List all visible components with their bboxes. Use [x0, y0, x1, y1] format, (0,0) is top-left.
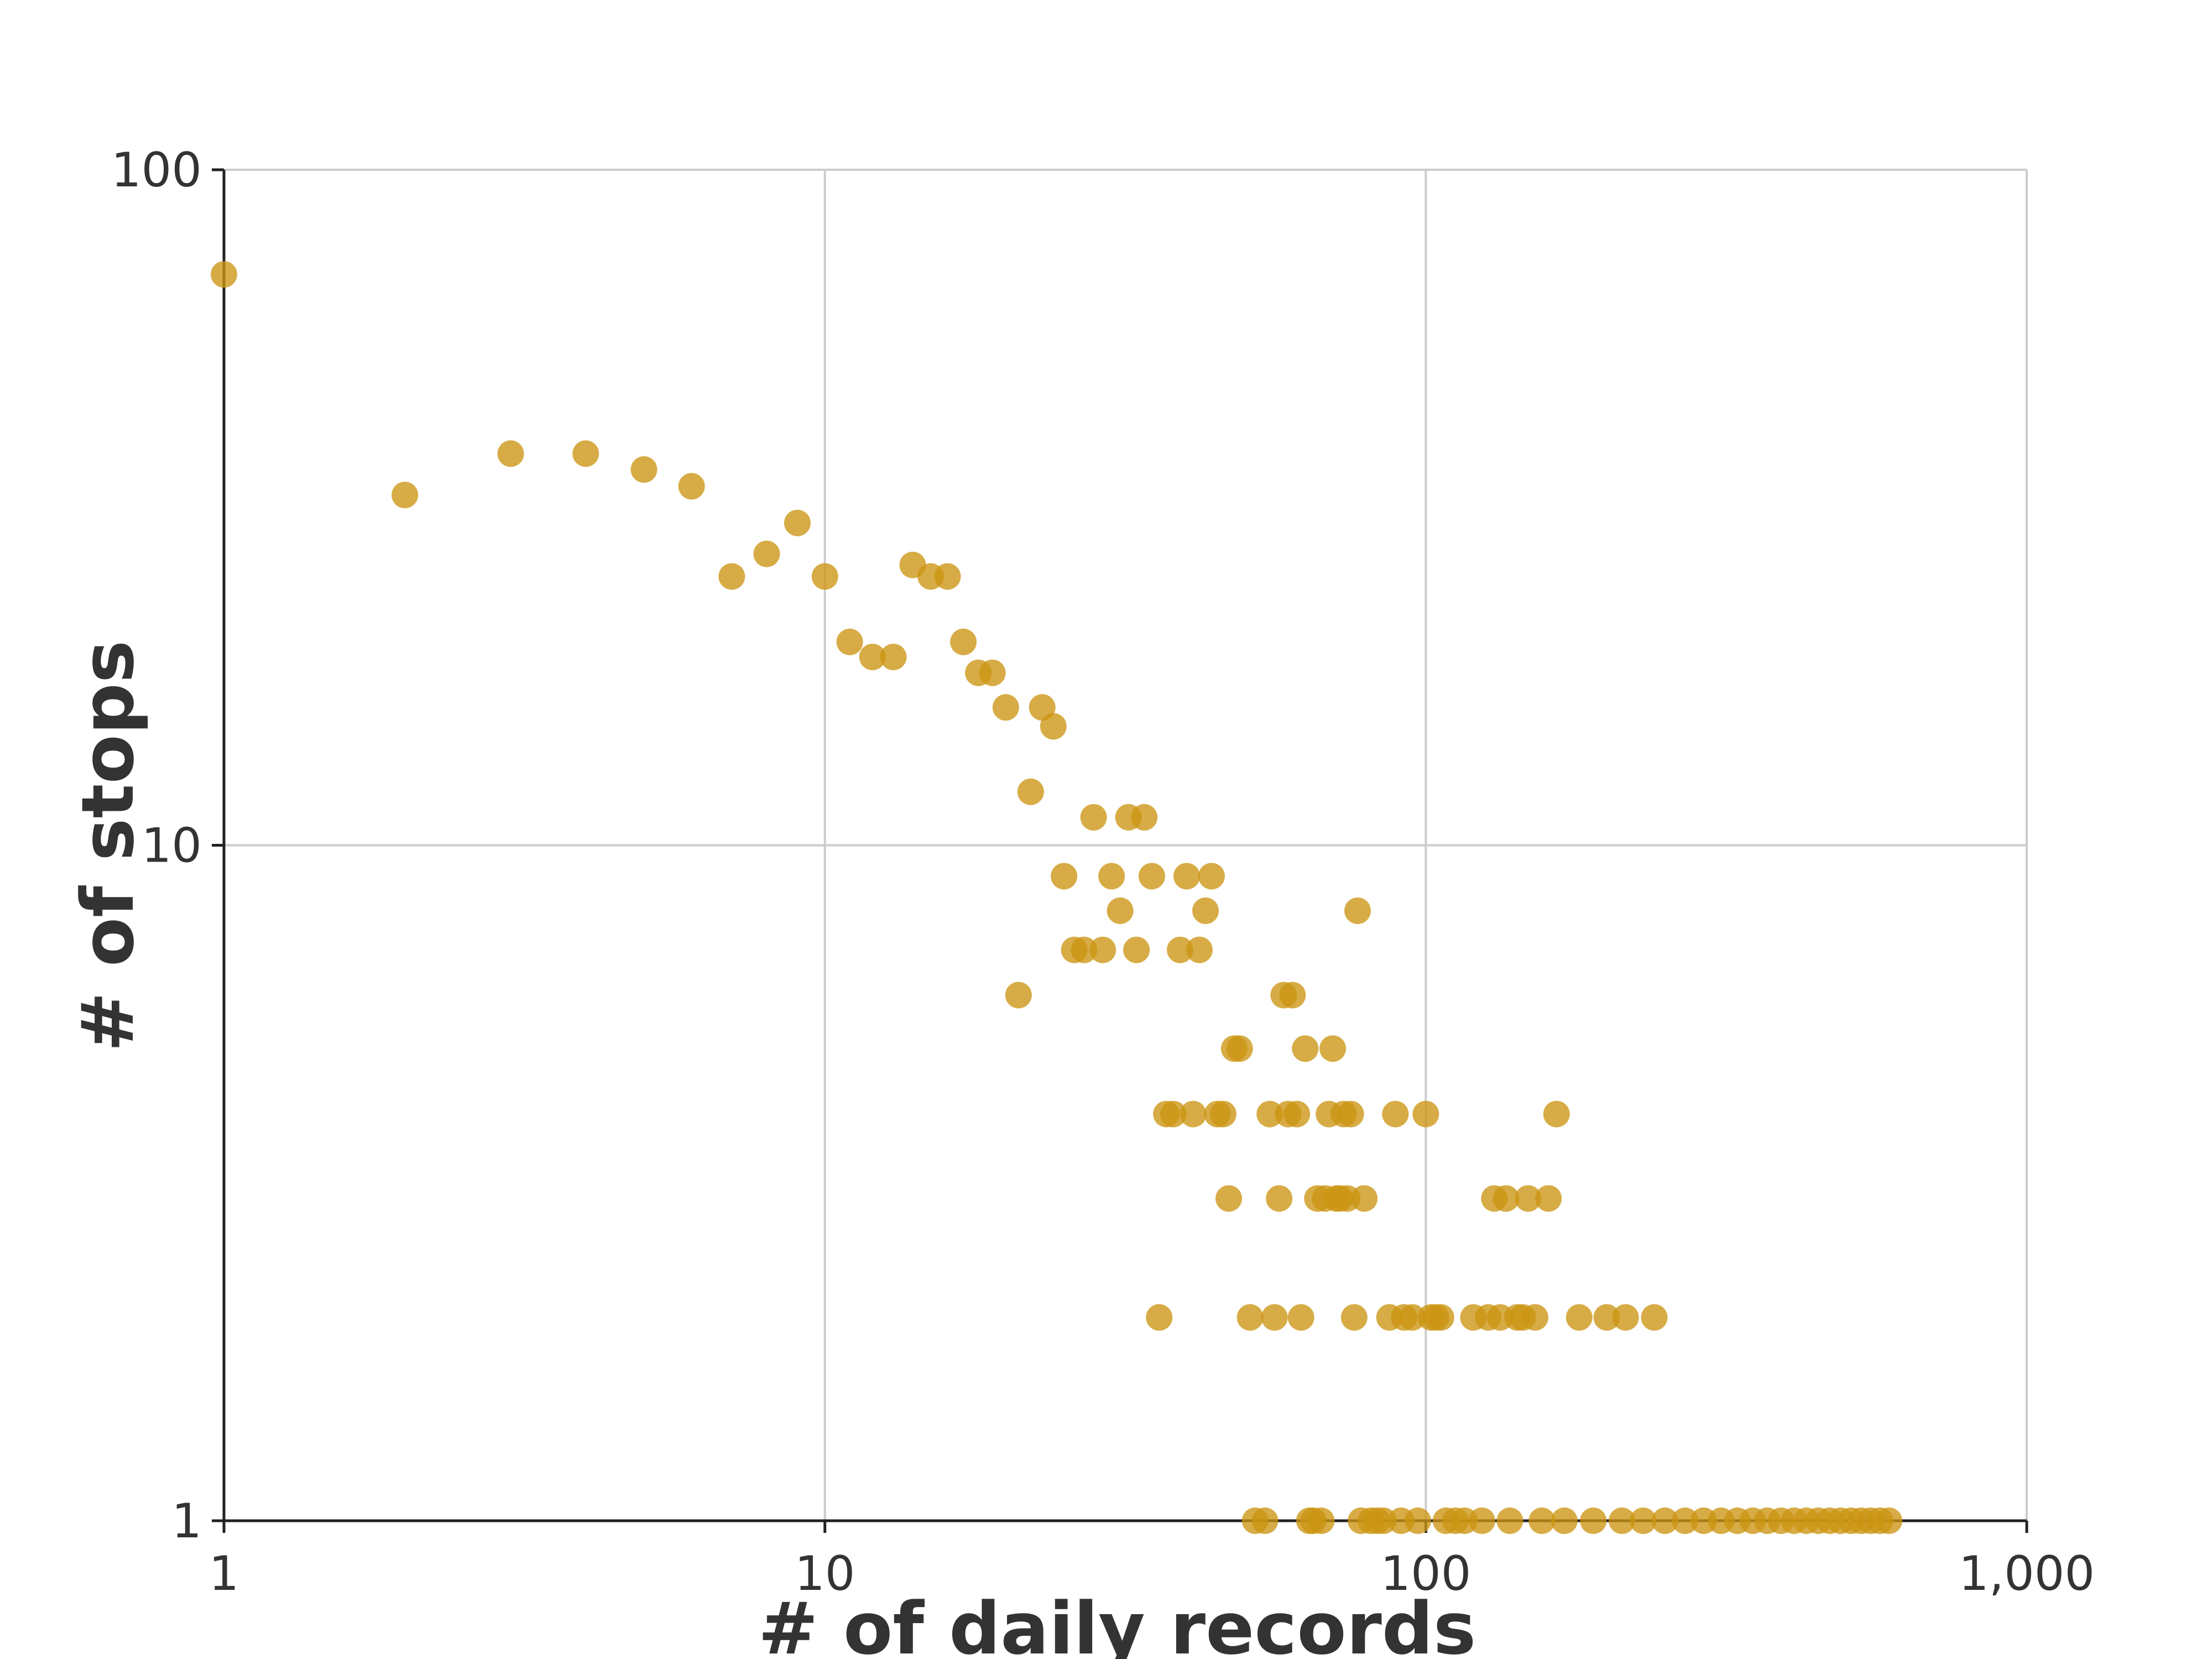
data-point [934, 563, 961, 590]
y-tick-label: 100 [111, 143, 202, 198]
data-point [1284, 1100, 1311, 1128]
y-tick-label: 10 [142, 818, 202, 874]
data-point [1651, 1507, 1678, 1534]
data-point [992, 694, 1019, 721]
data-point [1146, 1304, 1173, 1331]
data-point [211, 261, 237, 288]
data-point [1287, 1304, 1314, 1331]
data-point [497, 440, 524, 467]
data-point [1089, 936, 1117, 963]
data-point [1412, 1100, 1439, 1128]
data-point [880, 644, 907, 670]
data-point [1017, 778, 1044, 805]
data-point [1566, 1304, 1593, 1331]
data-point [1672, 1507, 1699, 1534]
data-point [1261, 1304, 1288, 1331]
data-point [1180, 1100, 1207, 1128]
data-point [1468, 1507, 1495, 1534]
data-point [1209, 1100, 1237, 1128]
data-point [1266, 1185, 1293, 1212]
data-point [1226, 1035, 1253, 1062]
data-point [1138, 863, 1165, 890]
data-point [1493, 1185, 1520, 1212]
x-tick-label: 1,000 [1959, 1546, 2095, 1601]
x-tick-label: 10 [795, 1546, 855, 1601]
data-point [1005, 982, 1032, 1009]
data-point [1308, 1507, 1335, 1534]
data-points [211, 261, 1902, 1534]
data-point [1251, 1507, 1279, 1534]
data-point [811, 563, 838, 590]
data-point [1337, 1100, 1364, 1128]
data-point [1641, 1304, 1668, 1331]
data-point [1521, 1304, 1548, 1331]
data-point [1123, 936, 1150, 963]
data-point [1198, 863, 1225, 890]
x-tick-label: 1 [209, 1546, 239, 1601]
data-point [1630, 1507, 1657, 1534]
data-point [1051, 863, 1078, 890]
data-point [784, 509, 811, 536]
data-point [630, 456, 658, 483]
data-point [1131, 804, 1158, 831]
data-point [1340, 1304, 1368, 1331]
data-point [979, 659, 1006, 686]
x-tick-label: 100 [1380, 1546, 1471, 1601]
data-point [1496, 1507, 1524, 1534]
data-point [1107, 897, 1134, 924]
data-point [1609, 1507, 1635, 1534]
data-point [1071, 936, 1098, 963]
data-point [678, 473, 705, 500]
data-point [1535, 1185, 1562, 1212]
data-point [1593, 1304, 1620, 1331]
data-point [1292, 1035, 1319, 1062]
data-point [1528, 1507, 1556, 1534]
x-axis-title: # of daily records [758, 1587, 1476, 1659]
data-point [836, 628, 863, 655]
data-point [1382, 1100, 1409, 1128]
y-axis-title: # of stops [66, 640, 150, 1052]
data-point [1279, 982, 1306, 1009]
data-point [1515, 1185, 1542, 1212]
data-point [718, 563, 745, 590]
data-point [1256, 1100, 1284, 1128]
data-point [1876, 1507, 1902, 1534]
data-point [1167, 936, 1193, 963]
data-point [950, 628, 977, 655]
data-point [392, 482, 419, 509]
data-point [1186, 936, 1213, 963]
data-point [753, 540, 780, 567]
data-point [1040, 713, 1067, 740]
data-point [1173, 863, 1200, 890]
data-point [1237, 1304, 1264, 1331]
data-point [1543, 1100, 1570, 1128]
data-point [1080, 804, 1107, 831]
axes [212, 168, 2028, 1533]
y-tick-label: 1 [171, 1494, 202, 1549]
data-point [1098, 863, 1125, 890]
data-point [1319, 1035, 1346, 1062]
data-point [1580, 1507, 1607, 1534]
data-point [859, 644, 886, 670]
data-point [1612, 1304, 1639, 1331]
data-point [1399, 1304, 1426, 1331]
data-point [1192, 897, 1219, 924]
data-point [1427, 1304, 1454, 1331]
data-point [1405, 1507, 1431, 1534]
data-point [1215, 1185, 1242, 1212]
data-point [1344, 897, 1371, 924]
data-point [1160, 1100, 1187, 1128]
data-point [572, 440, 599, 467]
data-point [1351, 1185, 1378, 1212]
tick-labels: 1 10 100 1,000 1 10 100 [111, 143, 2095, 1601]
data-point [1551, 1507, 1578, 1534]
grid-lines [224, 169, 2028, 1521]
